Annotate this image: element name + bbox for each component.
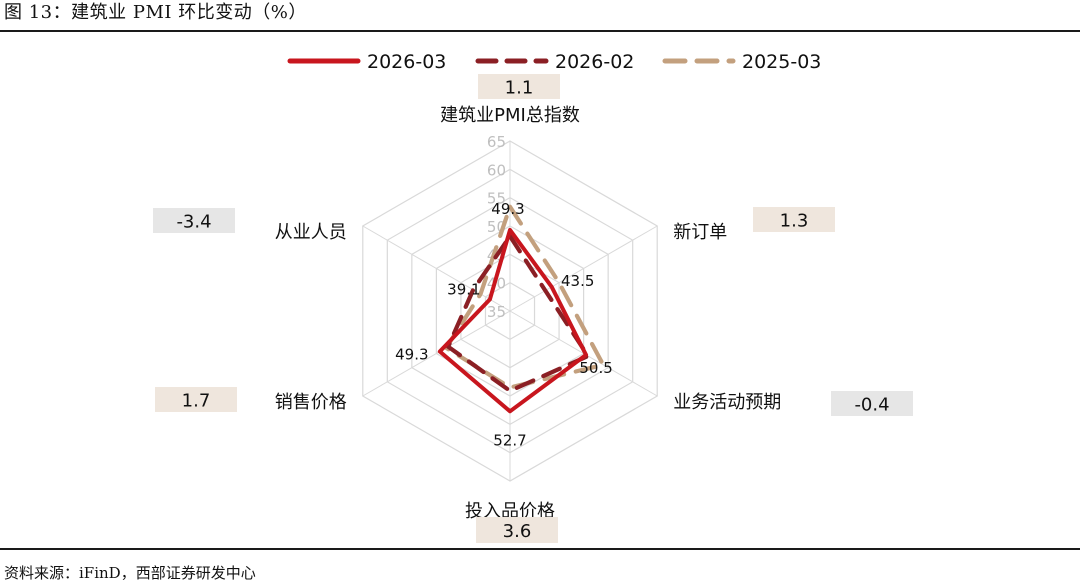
change-box-bg xyxy=(478,74,560,99)
legend-item: 2025-03 xyxy=(662,51,821,73)
legend-label: 2026-03 xyxy=(367,51,446,73)
radar-series xyxy=(437,204,606,414)
radial-tick-label: 55 xyxy=(487,190,506,208)
axis-label: 业务活动预期 xyxy=(673,392,781,413)
legend: 2026-03 2026-02 2025-03 xyxy=(287,51,821,73)
data-label: 49.3 xyxy=(491,200,524,218)
top-rule xyxy=(0,30,1080,32)
legend-item: 2026-03 xyxy=(287,51,446,73)
change-box: 1.3 xyxy=(753,207,835,232)
axis-label: 新订单 xyxy=(673,222,727,243)
axis-label: 销售价格 xyxy=(275,392,347,413)
change-value: 3.6 xyxy=(503,521,532,542)
axis-label: 建筑业PMI总指数 xyxy=(440,105,580,126)
change-value: -0.4 xyxy=(854,395,889,416)
legend-label: 2025-03 xyxy=(742,51,821,73)
bottom-rule xyxy=(0,548,1080,550)
grid-spoke xyxy=(362,310,511,397)
radial-tick-label: 35 xyxy=(487,303,506,321)
legend-label: 2026-02 xyxy=(555,51,634,73)
data-label: 43.5 xyxy=(561,272,594,290)
change-boxes: 1.1 1.3 -0.4 3.6 1.7 -3.4 xyxy=(153,74,913,543)
radar-grid xyxy=(362,140,658,482)
data-label: 52.7 xyxy=(493,431,526,449)
change-box: -0.4 xyxy=(831,391,913,416)
figure-title: 图 13：建筑业 PMI 环比变动（%） xyxy=(4,2,307,23)
radar-point-labels: 49.3 43.5 50.5 52.7 49.3 39.1 xyxy=(395,200,613,449)
axis-label: 从业人员 xyxy=(275,222,347,243)
change-box-bg xyxy=(153,208,235,233)
source-note: 资料来源：iFinD，西部证券研发中心 xyxy=(4,564,256,582)
series-line xyxy=(446,234,591,393)
change-box: 1.7 xyxy=(155,387,237,412)
series-line xyxy=(437,227,589,414)
legend-item: 2026-02 xyxy=(475,51,634,73)
change-box-bg xyxy=(753,207,835,232)
data-label: 50.5 xyxy=(579,359,612,377)
change-box: -3.4 xyxy=(153,208,235,233)
change-value: -3.4 xyxy=(176,212,211,233)
radial-tick-label: 60 xyxy=(487,161,506,179)
change-box-bg xyxy=(155,387,237,412)
change-box-bg xyxy=(476,517,558,543)
data-label: 49.3 xyxy=(395,346,428,364)
change-box: 3.6 xyxy=(476,517,558,543)
axis-label: 投入品价格 xyxy=(465,501,555,522)
grid-spoke xyxy=(509,225,658,312)
grid-spoke xyxy=(362,225,511,312)
change-box: 1.1 xyxy=(478,74,560,99)
change-value: 1.1 xyxy=(505,78,534,99)
change-value: 1.7 xyxy=(182,391,211,412)
change-value: 1.3 xyxy=(780,211,809,232)
radial-tick-label: 65 xyxy=(487,133,506,151)
series-line xyxy=(444,204,606,390)
data-label: 39.1 xyxy=(447,280,480,298)
change-box-bg xyxy=(831,391,913,416)
